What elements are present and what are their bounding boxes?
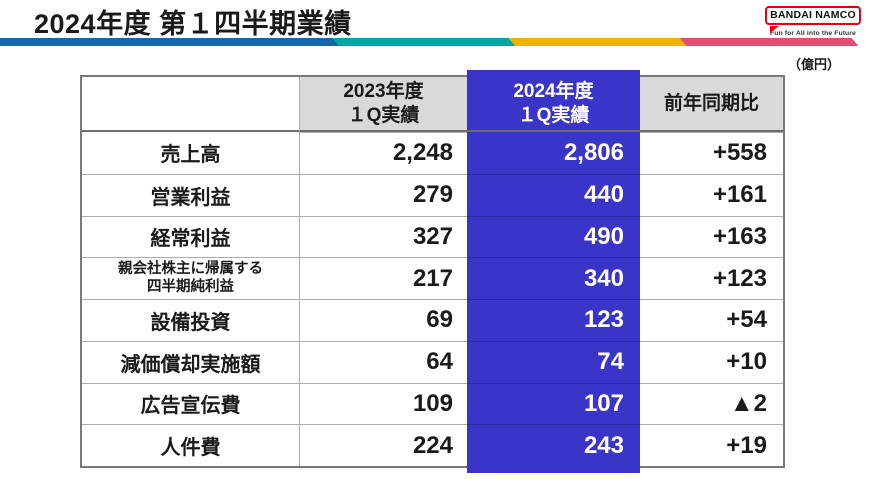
financial-results-table: 2023年度 １Q実績 2024年度 １Q実績 前年同期比 売上高 2,248 … (80, 70, 785, 473)
header-fy2024-line1: 2024年度 (513, 80, 594, 102)
fy2024-value: 123 (467, 299, 640, 341)
row-label-line1: 親会社株主に帰属する (118, 261, 263, 278)
table-grid: 2023年度 １Q実績 2024年度 １Q実績 前年同期比 売上高 2,248 … (82, 77, 783, 466)
row-label: 経常利益 (82, 215, 300, 258)
accent-segment-teal (332, 38, 516, 46)
bandai-namco-logo: BANDAI NAMCO Fun for All into the Future (765, 6, 861, 37)
row-label: 営業利益 (82, 173, 300, 216)
yoy-value: ▲2 (640, 382, 783, 425)
fy2024-value: 440 (467, 173, 640, 216)
accent-segment-pink (679, 38, 859, 46)
header-fy2023-line2: １Q実績 (347, 104, 420, 126)
row-label: 売上高 (82, 132, 300, 174)
fy2024-value: 243 (467, 424, 640, 466)
yoy-value: +558 (640, 132, 783, 174)
fy2024-value: 340 (467, 257, 640, 299)
logo-bubble-tail-icon (770, 26, 779, 33)
header-fy2024-line2: １Q実績 (517, 104, 590, 126)
fy2023-value: 327 (300, 215, 467, 258)
yoy-value: +123 (640, 257, 783, 299)
row-label: 親会社株主に帰属する 四半期純利益 (82, 257, 300, 299)
page-title: 2024年度 第１四半期業績 (34, 9, 352, 39)
row-label: 人件費 (82, 424, 300, 466)
logo-speech-bubble: BANDAI NAMCO (765, 6, 861, 33)
unit-label: （億円） (787, 57, 840, 72)
row-label-line2: 四半期純利益 (147, 278, 234, 295)
fy2023-value: 279 (300, 173, 467, 216)
yoy-value: +161 (640, 173, 783, 216)
header-cell-fy2024: 2024年度 １Q実績 (467, 77, 640, 132)
fy2024-value: 490 (467, 215, 640, 258)
fy2023-value: 109 (300, 382, 467, 425)
fy2023-value: 2,248 (300, 132, 467, 174)
fy2023-value: 64 (300, 340, 467, 383)
accent-segment-yellow (508, 38, 687, 46)
header-cell-yoy: 前年同期比 (640, 77, 783, 132)
accent-bar (0, 38, 882, 46)
yoy-value: +163 (640, 215, 783, 258)
row-label: 減価償却実施額 (82, 340, 300, 383)
logo-tagline: Fun for All into the Future (770, 30, 856, 37)
header-fy2023-line1: 2023年度 (343, 80, 424, 102)
fy2024-value: 107 (467, 382, 640, 425)
fy2023-value: 224 (300, 424, 467, 466)
fy2023-value: 217 (300, 257, 467, 299)
fy2023-value: 69 (300, 299, 467, 341)
yoy-value: +54 (640, 299, 783, 341)
yoy-value: +19 (640, 424, 783, 466)
logo-brand-text: BANDAI NAMCO (770, 9, 856, 21)
row-label: 設備投資 (82, 299, 300, 341)
fy2024-value: 2,806 (467, 132, 640, 174)
header-cell-fy2023: 2023年度 １Q実績 (300, 77, 467, 132)
row-label: 広告宣伝費 (82, 382, 300, 425)
fy2024-value: 74 (467, 340, 640, 383)
yoy-value: +10 (640, 340, 783, 383)
accent-segment-blue (0, 38, 340, 46)
header-cell-empty (82, 77, 300, 132)
